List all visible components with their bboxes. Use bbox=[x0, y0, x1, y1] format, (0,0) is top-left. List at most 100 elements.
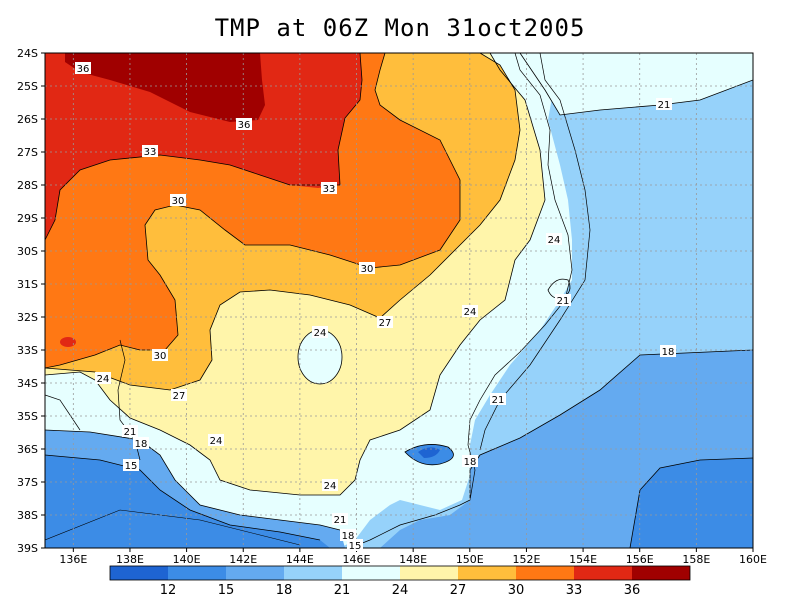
colorbar-label: 24 bbox=[392, 583, 409, 598]
lat-tick-label: 31S bbox=[17, 278, 38, 291]
contour-label: 33 bbox=[323, 184, 336, 195]
colorbar-label: 15 bbox=[218, 583, 235, 598]
lat-tick-label: 35S bbox=[17, 410, 38, 423]
contour-label-bg bbox=[546, 233, 562, 245]
colorbar-swatch bbox=[168, 566, 226, 580]
lon-tick-label: 136E bbox=[59, 553, 87, 566]
lon-tick-label: 158E bbox=[682, 553, 710, 566]
contour-label-bg bbox=[462, 305, 478, 317]
colorbar-label: 21 bbox=[334, 583, 351, 598]
map-frame bbox=[44, 52, 754, 549]
contour-label-bg bbox=[656, 98, 672, 110]
contour-label: 24 bbox=[464, 307, 477, 318]
lat-tick-label: 26S bbox=[17, 113, 38, 126]
contour-label-bg bbox=[170, 194, 186, 206]
lat-tick-label: 33S bbox=[17, 344, 38, 357]
colorbar-swatch bbox=[574, 566, 632, 580]
contour-label: 21 bbox=[492, 395, 505, 406]
band-12-spot bbox=[418, 447, 440, 458]
contour-label-bg bbox=[660, 345, 676, 357]
band-ocean-21 bbox=[480, 53, 753, 450]
contour-label-bg bbox=[133, 437, 149, 449]
lon-tick-label: 138E bbox=[116, 553, 144, 566]
contour-label: 18 bbox=[662, 347, 675, 358]
lon-tick-label: 144E bbox=[286, 553, 314, 566]
contour-label-bg bbox=[152, 349, 168, 361]
contour-label: 21 bbox=[334, 515, 347, 526]
contour-label-bg bbox=[208, 434, 224, 446]
contour-label: 15 bbox=[125, 461, 138, 472]
contour-label: 36 bbox=[77, 64, 90, 75]
contour-label-bg bbox=[321, 182, 337, 194]
contour-label-bg bbox=[123, 459, 139, 471]
colorbar-label: 27 bbox=[450, 583, 467, 598]
contour-label-bg bbox=[332, 513, 348, 525]
contour-label: 18 bbox=[342, 531, 355, 542]
contour-label: 36 bbox=[238, 120, 251, 131]
lat-tick-label: 37S bbox=[17, 476, 38, 489]
colorbar-swatch bbox=[110, 566, 168, 580]
contour-label-bg bbox=[312, 326, 328, 338]
contour-label-bg bbox=[142, 145, 158, 157]
contour-label-bg bbox=[359, 262, 375, 274]
contour-label-bg bbox=[322, 479, 338, 491]
band-36 bbox=[45, 53, 362, 240]
contour-label-bg bbox=[171, 389, 187, 401]
lat-tick-label: 27S bbox=[17, 146, 38, 159]
colorbar-swatch bbox=[400, 566, 458, 580]
lat-tick-label: 29S bbox=[17, 212, 38, 225]
lat-tick-label: 30S bbox=[17, 245, 38, 258]
contour-label: 21 bbox=[557, 296, 570, 307]
contour-label-bg bbox=[340, 529, 356, 541]
lon-tick-label: 152E bbox=[512, 553, 540, 566]
contour-label: 24 bbox=[548, 235, 561, 246]
colorbar-label: 18 bbox=[276, 583, 293, 598]
colorbar-swatch bbox=[284, 566, 342, 580]
lat-axis: 24S 25S 26S 27S 28S 29S 30S 31S 32S 33S 34S 35S 36S 3… bbox=[17, 47, 45, 555]
colorbar-label: 12 bbox=[160, 583, 177, 598]
band-36-spot bbox=[60, 337, 76, 347]
band-36-top bbox=[65, 53, 265, 122]
contour-label: 24 bbox=[97, 374, 110, 385]
contour-label: 18 bbox=[135, 439, 148, 450]
contour-label: 24 bbox=[210, 436, 223, 447]
contour-label-bg bbox=[122, 425, 138, 437]
contour-label-bg bbox=[95, 372, 111, 384]
contour-label: 33 bbox=[144, 147, 157, 158]
colorbar-label: 36 bbox=[624, 583, 641, 598]
contour-label: 27 bbox=[379, 318, 392, 329]
contour-label-bg bbox=[555, 294, 571, 306]
contour-label-bg bbox=[462, 455, 478, 467]
band-ocean-pale bbox=[520, 53, 753, 115]
lon-tick-label: 146E bbox=[343, 553, 371, 566]
lat-grid bbox=[45, 85, 753, 516]
lat-tick-label: 36S bbox=[17, 443, 38, 456]
contour-label: 21 bbox=[658, 100, 671, 111]
contour-label: 30 bbox=[154, 351, 167, 362]
colorbar-label: 33 bbox=[566, 583, 583, 598]
lat-tick-label: 39S bbox=[17, 542, 38, 555]
lon-tick-label: 148E bbox=[399, 553, 427, 566]
lat-tick-label: 38S bbox=[17, 509, 38, 522]
contour-label-bg bbox=[236, 118, 252, 130]
colorbar-swatch bbox=[632, 566, 690, 580]
band-24-island bbox=[298, 330, 342, 384]
contour-label: 30 bbox=[172, 196, 185, 207]
contour-label: 18 bbox=[464, 457, 477, 468]
lon-tick-label: 140E bbox=[173, 553, 201, 566]
lat-tick-label: 34S bbox=[17, 377, 38, 390]
band-15-east bbox=[630, 458, 753, 548]
lat-tick-label: 25S bbox=[17, 80, 38, 93]
contour-label-bg bbox=[377, 316, 393, 328]
contour-label: 27 bbox=[173, 391, 186, 402]
contour-label-bg bbox=[75, 62, 91, 74]
colorbar-swatch bbox=[342, 566, 400, 580]
contour-label: 24 bbox=[314, 328, 327, 339]
colorbar: 12 15 18 21 24 27 30 33 36 bbox=[109, 565, 691, 598]
map-title: TMP at 06Z Mon 31oct2005 bbox=[214, 14, 586, 42]
lon-tick-label: 142E bbox=[229, 553, 257, 566]
lon-axis: 136E 138E 140E 142E 144E 146E 148E 150E 152E 154E… bbox=[59, 548, 767, 566]
contour-label: 24 bbox=[324, 481, 337, 492]
contour-label: 21 bbox=[124, 427, 137, 438]
